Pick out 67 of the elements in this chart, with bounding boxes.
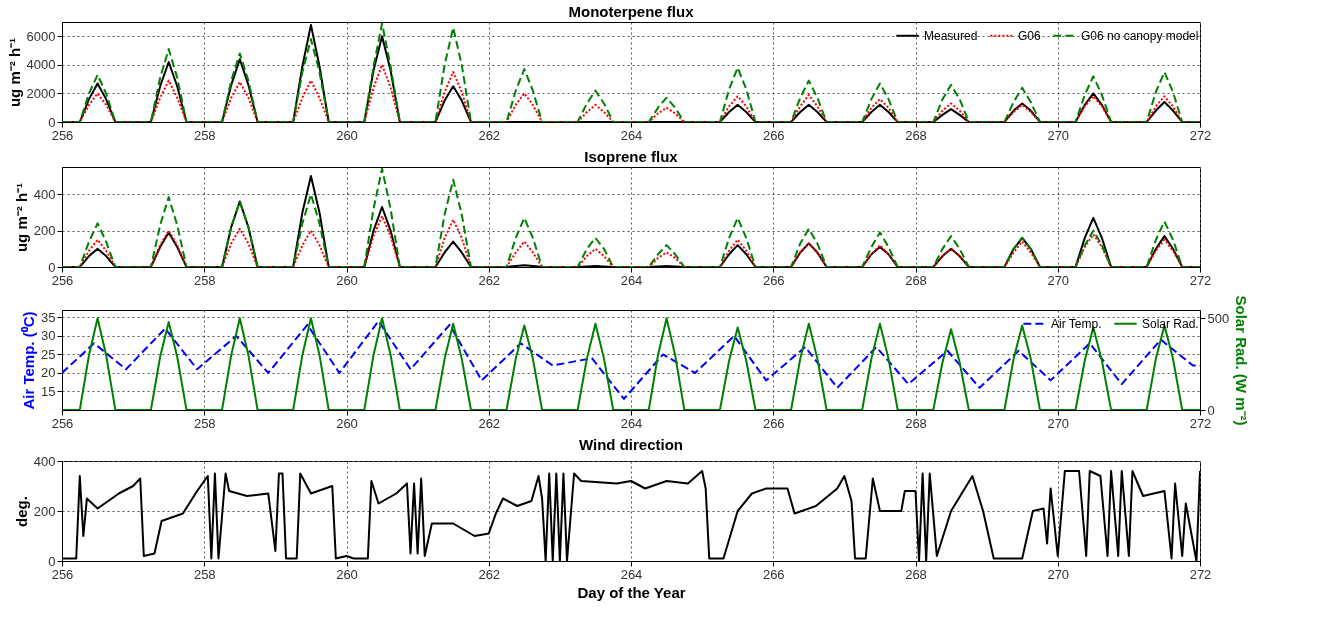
y-axis-title: ug m⁻² h⁻¹ — [12, 182, 30, 253]
x-tick-label: 260 — [336, 566, 358, 582]
x-tick-label: 264 — [620, 272, 643, 288]
chart-title: Monoterpene flux — [568, 3, 695, 20]
x-tick-label: 262 — [478, 272, 501, 288]
y-tick-label: 400 — [33, 453, 56, 469]
x-tick-label: 260 — [336, 127, 358, 143]
x-tick-label: 264 — [620, 566, 643, 582]
x-tick-label: 268 — [905, 272, 927, 288]
x-tick-label: 260 — [336, 415, 358, 431]
x-tick-label: 256 — [51, 566, 74, 582]
x-axis-title: Day of the Year — [577, 583, 686, 601]
y-tick-label: 2000 — [26, 85, 56, 101]
y-tick-label: 30 — [41, 328, 56, 344]
y-axis-title: Air Temp. (⁰C) — [20, 311, 38, 410]
x-tick-label: 258 — [193, 566, 216, 582]
x-tick-label: 262 — [478, 566, 501, 582]
x-tick-label: 256 — [51, 415, 74, 431]
legend-label: Measured — [924, 28, 978, 43]
x-tick-label: 270 — [1047, 566, 1070, 582]
x-tick-label: 266 — [762, 566, 785, 582]
x-tick-label: 264 — [620, 415, 643, 431]
legend-label: Air Temp. — [1051, 316, 1102, 331]
y-axis-title: ug m⁻² h⁻¹ — [5, 37, 23, 108]
legend-label: G06 — [1018, 28, 1042, 43]
y-tick-label: 15 — [41, 383, 56, 399]
legend-label: G06 no canopy model — [1081, 28, 1199, 43]
x-tick-label: 272 — [1189, 127, 1212, 143]
y2-tick-label: 0 — [1207, 402, 1215, 418]
y2-tick-label: 500 — [1207, 310, 1230, 326]
x-tick-label: 256 — [51, 272, 74, 288]
y2-axis-title: Solar Rad. (W m⁻²) — [1233, 295, 1251, 426]
y-tick-label: 200 — [33, 223, 56, 239]
x-tick-label: 268 — [905, 566, 927, 582]
x-tick-label: 264 — [620, 127, 643, 143]
legend-label: Solar Rad. — [1142, 316, 1199, 331]
x-tick-label: 266 — [762, 272, 785, 288]
x-tick-label: 262 — [478, 127, 501, 143]
x-tick-label: 266 — [762, 415, 785, 431]
chart-title: Wind direction — [578, 436, 684, 453]
x-tick-label: 270 — [1047, 272, 1070, 288]
x-tick-label: 258 — [193, 415, 216, 431]
y-tick-label: 0 — [48, 114, 56, 130]
x-tick-label: 266 — [762, 127, 785, 143]
x-tick-label: 256 — [51, 127, 74, 143]
y-tick-label: 4000 — [26, 57, 56, 73]
x-tick-label: 270 — [1047, 127, 1070, 143]
x-tick-label: 272 — [1189, 272, 1212, 288]
x-tick-label: 268 — [905, 415, 927, 431]
y-tick-label: 35 — [41, 309, 56, 325]
y-tick-label: 0 — [48, 553, 56, 569]
x-tick-label: 260 — [336, 272, 358, 288]
x-tick-label: 258 — [193, 272, 216, 288]
y-tick-label: 25 — [41, 346, 56, 362]
x-tick-label: 270 — [1047, 415, 1070, 431]
x-tick-label: 272 — [1189, 566, 1212, 582]
x-tick-label: 258 — [193, 127, 216, 143]
y-tick-label: 6000 — [26, 28, 56, 44]
chart-title: Isoprene flux — [584, 148, 679, 165]
y-tick-label: 0 — [48, 259, 56, 275]
y-axis-title: deg. — [12, 496, 30, 527]
y-tick-label: 400 — [33, 186, 56, 202]
x-tick-label: 262 — [478, 415, 501, 431]
y-tick-label: 20 — [41, 365, 56, 381]
y-tick-label: 200 — [33, 503, 56, 519]
x-tick-label: 268 — [905, 127, 927, 143]
x-tick-label: 272 — [1189, 415, 1212, 431]
